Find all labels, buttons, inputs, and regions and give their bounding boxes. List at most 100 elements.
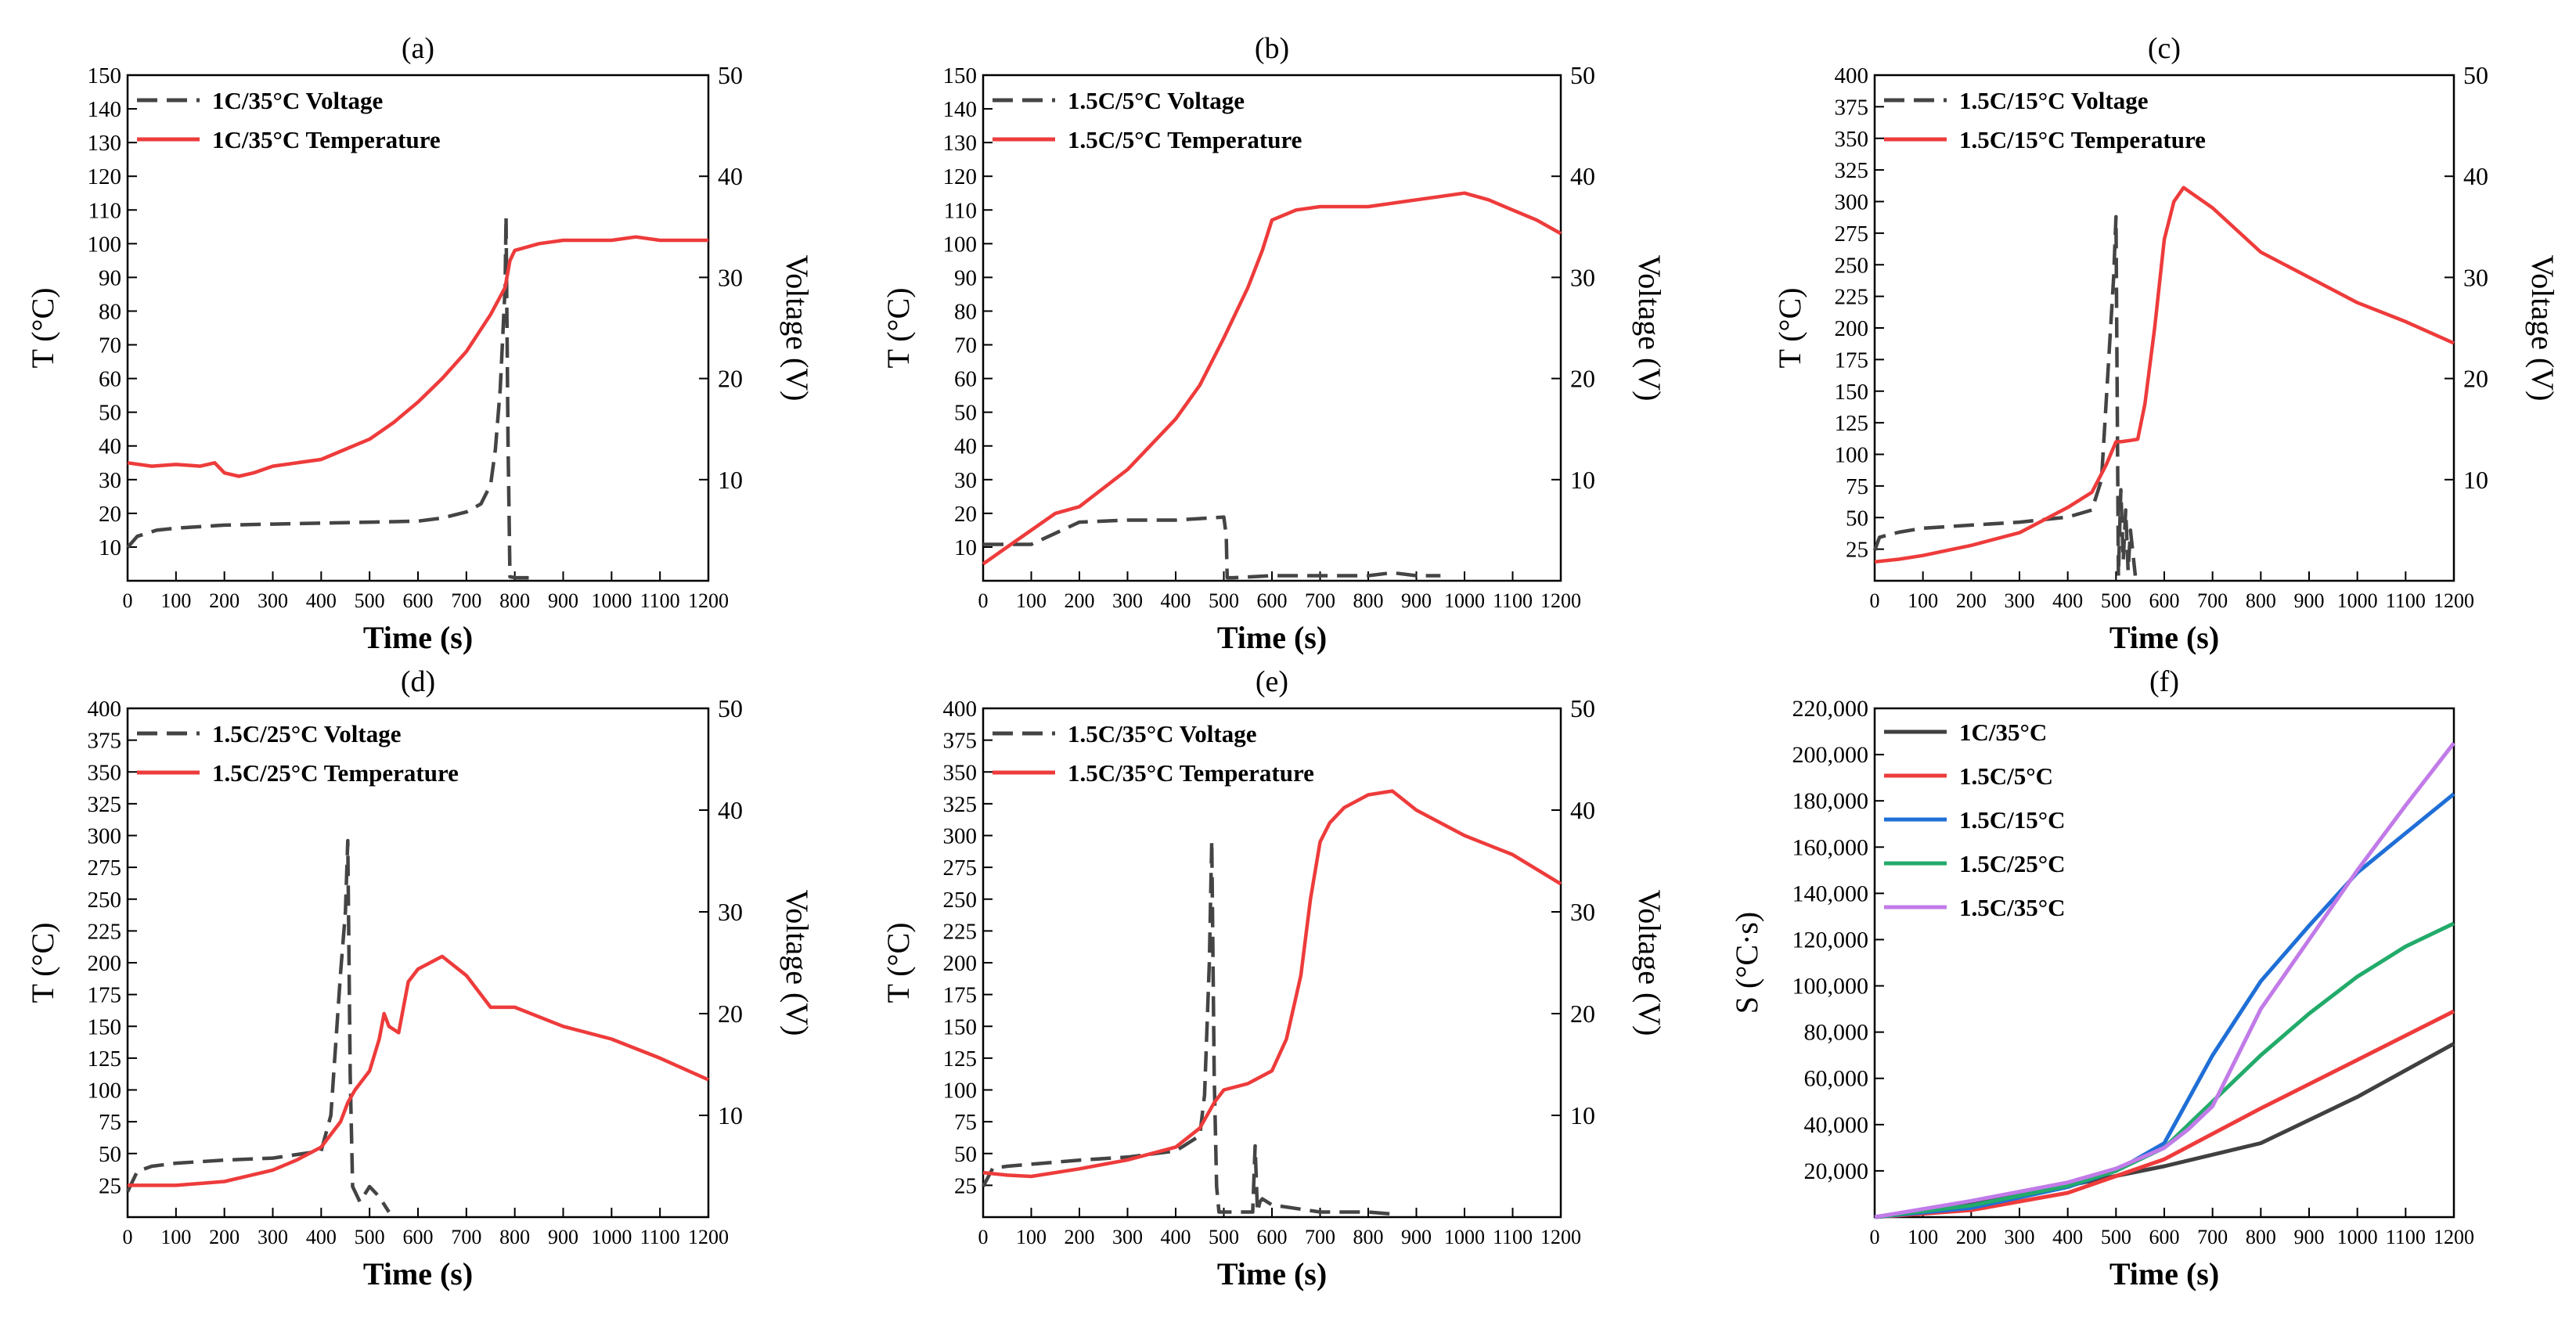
y-tick-label: 300: [88, 824, 122, 849]
legend-label: 1.5C/35°C Temperature: [1068, 759, 1314, 787]
series-line-d-0: [125, 838, 391, 1213]
x-tick-label: 500: [1209, 1226, 1239, 1248]
y-tick-label: 250: [943, 888, 978, 913]
x-tick-label: 1200: [1540, 1226, 1581, 1248]
y-tick-label: 220,000: [1792, 696, 1869, 722]
y2-tick-label: 10: [1570, 466, 1595, 494]
y-tick-label: 400: [1835, 63, 1869, 88]
legend-label: 1.5C/5°C Voltage: [1068, 87, 1245, 114]
y-tick-label: 75: [1846, 474, 1868, 499]
y2-tick-label: 30: [718, 898, 743, 926]
x-tick-label: 1100: [640, 1226, 680, 1248]
y-tick-label: 250: [88, 888, 122, 913]
x-tick-label: 900: [2294, 1226, 2325, 1248]
y-tick-label: 10: [99, 535, 121, 560]
x-tick-label: 1200: [688, 589, 729, 612]
x-tick-label: 100: [1016, 589, 1047, 612]
y-tick-label: 75: [954, 1110, 977, 1135]
series-line-f-1: [1874, 1009, 2455, 1219]
x-tick-label: 1100: [2386, 589, 2426, 612]
series-line-f-0: [1874, 1042, 2455, 1219]
x-tick-label: 200: [1065, 1226, 1095, 1248]
y-tick-label: 125: [88, 1046, 122, 1072]
x-tick-label: 100: [160, 589, 191, 612]
y-tick-label: 20,000: [1804, 1158, 1869, 1184]
y2-tick-label: 50: [1570, 694, 1595, 722]
y-tick-label: 225: [88, 919, 122, 944]
legend-label: 1.5C/25°C Voltage: [212, 720, 401, 747]
y-tick-label: 10: [954, 535, 977, 560]
x-tick-label: 1200: [688, 1226, 729, 1248]
y-tick-label: 90: [954, 265, 977, 290]
panel-b: (b) 0 100 200 300 400 500 600 700 800 900 1000 1100 1…: [881, 32, 1667, 655]
series-line-a-1: [127, 235, 708, 478]
series-line-e-0: [982, 838, 1392, 1216]
x-tick-label: 400: [2052, 589, 2083, 612]
panel-title: (f): [2149, 665, 2179, 698]
y-tick-label: 70: [99, 333, 121, 358]
y-tick-label: 110: [88, 198, 121, 223]
x-tick-label: 0: [123, 1226, 133, 1248]
y-axis-label: T (°C): [1772, 287, 1807, 368]
y2-tick-label: 50: [718, 61, 743, 89]
y2-tick-label: 10: [2463, 466, 2488, 494]
legend-label: 1.5C/35°C: [1959, 894, 2066, 921]
x-axis-label: Time (s): [2109, 620, 2219, 655]
y-tick-label: 375: [1835, 95, 1869, 120]
x-tick-label: 300: [1112, 1226, 1143, 1248]
y-tick-label: 325: [1835, 158, 1869, 183]
x-tick-label: 500: [2101, 1226, 2131, 1248]
panel-title: (c): [2148, 32, 2181, 65]
x-tick-label: 1100: [640, 589, 680, 612]
x-axis-label: Time (s): [1217, 1256, 1327, 1291]
legend-label: 1.5C/15°C Voltage: [1959, 87, 2148, 114]
legend-label: 1.5C/5°C: [1959, 762, 2053, 790]
y-tick-label: 80: [99, 299, 121, 324]
y-tick-label: 400: [88, 697, 122, 722]
y-tick-label: 200,000: [1792, 742, 1869, 768]
x-tick-label: 800: [499, 1226, 530, 1248]
series-line-b-1: [982, 191, 1562, 566]
y-tick-label: 20: [954, 502, 977, 527]
x-tick-label: 700: [1305, 589, 1335, 612]
x-tick-label: 1000: [591, 1226, 632, 1248]
y2-tick-label: 20: [718, 365, 743, 393]
x-tick-label: 100: [1908, 1226, 1938, 1248]
y-tick-label: 250: [1835, 253, 1869, 278]
x-tick-label: 400: [306, 589, 337, 612]
x-tick-label: 1000: [2337, 589, 2378, 612]
x-tick-label: 900: [548, 1226, 578, 1248]
y2-axis-label: Voltage (V): [2525, 255, 2560, 402]
x-tick-label: 500: [1209, 589, 1239, 612]
x-tick-label: 1000: [2337, 1226, 2378, 1248]
x-tick-label: 300: [2005, 1226, 2035, 1248]
x-tick-label: 0: [978, 589, 989, 612]
legend-label: 1.5C/15°C: [1959, 806, 2066, 834]
y-tick-label: 150: [943, 1014, 978, 1039]
y-tick-label: 40,000: [1804, 1112, 1869, 1138]
series-line-c-1: [1874, 186, 2455, 564]
panel-a: (a) 0 100 200 300 400 500 600 700 800 900 1000 1100 1…: [25, 32, 815, 655]
panel-d: (d) 0 100 200 300 400 500 600 700 800 900 1000 1100 1…: [25, 665, 815, 1291]
y-tick-label: 80: [954, 299, 977, 324]
x-tick-label: 1000: [1444, 1226, 1485, 1248]
y-tick-label: 140,000: [1792, 881, 1869, 906]
series-line-b-0: [983, 515, 1441, 580]
x-tick-label: 200: [209, 589, 240, 612]
x-tick-label: 1200: [1540, 589, 1581, 612]
panel-f: (f) 0 100 200 300 400 500 600 700 800 900 1000 1100 1…: [1729, 665, 2474, 1291]
y2-tick-label: 50: [718, 694, 743, 722]
x-axis-label: Time (s): [1217, 620, 1327, 655]
x-tick-label: 800: [499, 589, 530, 612]
y-tick-label: 100: [88, 232, 122, 257]
legend-label: 1C/35°C Voltage: [212, 87, 383, 114]
y-tick-label: 225: [1835, 285, 1869, 310]
y-tick-label: 50: [954, 1142, 977, 1167]
x-tick-label: 500: [2101, 589, 2131, 612]
y2-axis-label: Voltage (V): [1632, 255, 1667, 402]
y-tick-label: 120: [943, 164, 978, 189]
y-tick-label: 130: [943, 131, 978, 156]
y-tick-label: 350: [943, 760, 978, 785]
y-axis-label: T (°C): [25, 287, 60, 368]
y-tick-label: 200: [88, 951, 122, 976]
